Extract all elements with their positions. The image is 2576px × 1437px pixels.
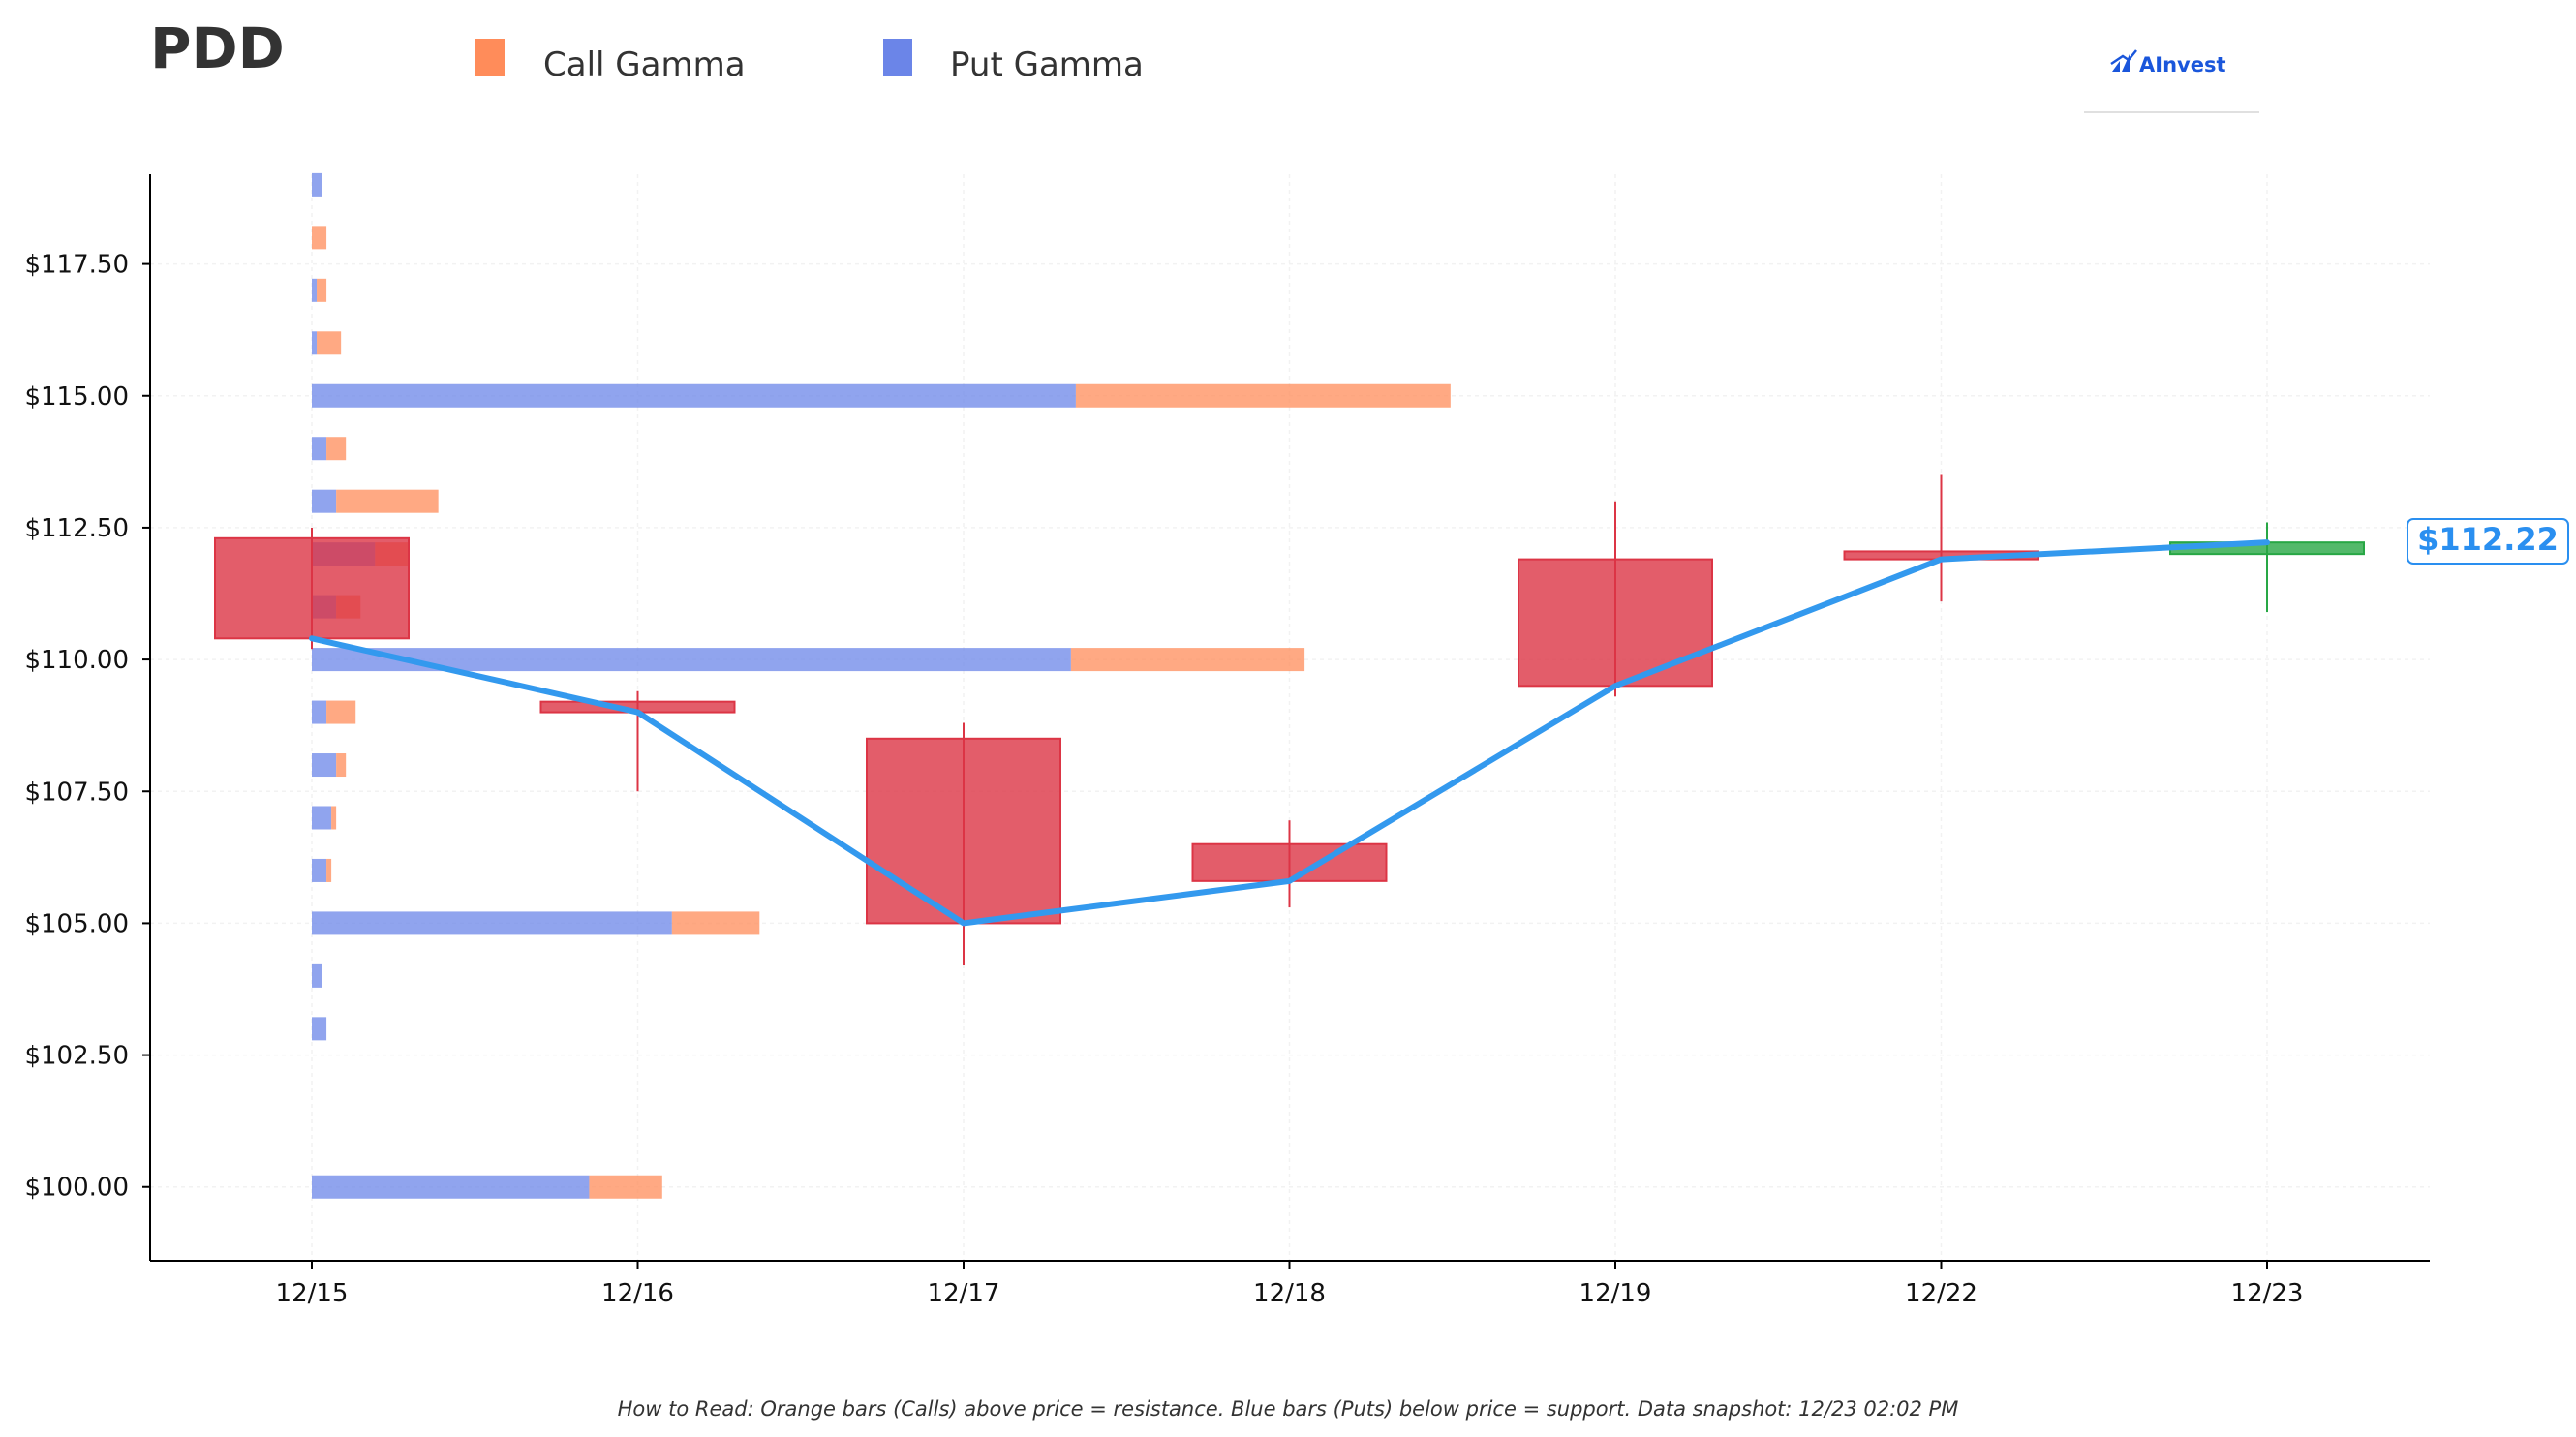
x-tick-label: 12/23 (2231, 1279, 2304, 1308)
put-gamma-bar (312, 383, 1076, 408)
put-gamma-bar (312, 331, 318, 355)
call-gamma-bar (1075, 383, 1451, 408)
y-axis-ticks: $100.00 $102.50 $105.00 $107.50 $110.00 $112.… (24, 251, 150, 1203)
call-gamma-bar (326, 700, 356, 724)
y-tick-label: $110.00 (24, 646, 129, 675)
put-gamma-bar (312, 858, 327, 882)
legend-put-label: Put Gamma (950, 46, 1144, 84)
call-gamma-bar (671, 911, 760, 935)
call-gamma-bar (317, 278, 327, 302)
candle-body (866, 737, 1061, 925)
legend-call-swatch (475, 39, 505, 76)
put-gamma-bar (312, 1175, 590, 1199)
put-gamma-bar (312, 172, 322, 197)
call-gamma-bar (336, 753, 347, 778)
put-gamma-bar (312, 437, 327, 461)
candle-body (1191, 842, 1388, 882)
close-price-line (309, 539, 2270, 927)
x-tick-label: 12/18 (1253, 1279, 1326, 1308)
call-gamma-bar (336, 489, 439, 513)
put-gamma-bar (312, 278, 318, 302)
x-tick-label: 12/15 (276, 1279, 349, 1308)
y-tick-label: $107.50 (24, 778, 129, 807)
put-gamma-bar (312, 700, 327, 724)
gamma-bars (312, 172, 1451, 1199)
call-gamma-bar (1070, 648, 1305, 672)
brand-name: AInvest (2139, 53, 2226, 76)
close-line-path (309, 539, 2270, 927)
y-tick-label: $100.00 (24, 1174, 129, 1203)
y-tick-label: $115.00 (24, 382, 129, 412)
x-tick-label: 12/17 (928, 1279, 1000, 1308)
legend-call-label: Call Gamma (543, 46, 746, 84)
legend-put-swatch (883, 39, 912, 76)
put-gamma-bar (312, 648, 1071, 672)
grid (150, 174, 2430, 1261)
y-tick-label: $105.00 (24, 909, 129, 938)
brand-logo: AInvest (2084, 49, 2259, 113)
x-tick-label: 12/16 (601, 1279, 674, 1308)
candlesticks (214, 474, 2365, 965)
put-gamma-bar (312, 806, 332, 830)
put-gamma-bar (312, 963, 322, 988)
x-axis-ticks: 12/15 12/16 12/17 12/18 12/19 12/22 12/23 (276, 1261, 2304, 1308)
y-tick-label: $112.50 (24, 514, 129, 543)
call-gamma-bar (589, 1175, 662, 1199)
current-price-badge-box (2407, 518, 2569, 565)
current-price-badge: $112.22 (2407, 518, 2569, 565)
footnote: How to Read: Orange bars (Calls) above p… (618, 1397, 1959, 1421)
candle-body (214, 536, 410, 640)
chart-title: PDD (150, 15, 285, 81)
put-gamma-bar (312, 911, 672, 935)
x-tick-label: 12/22 (1905, 1279, 1978, 1308)
call-gamma-bar (326, 858, 332, 882)
call-gamma-bar (317, 331, 342, 355)
call-gamma-bar (312, 226, 327, 250)
current-price-label: $112.22 (2417, 521, 2559, 558)
candle-body (1518, 558, 1713, 688)
put-gamma-bar (312, 489, 337, 513)
y-tick-label: $117.50 (24, 251, 129, 280)
call-gamma-bar (331, 806, 337, 830)
x-tick-label: 12/19 (1579, 1279, 1652, 1308)
ainvest-logo-icon (2110, 49, 2137, 72)
y-tick-label: $102.50 (24, 1042, 129, 1071)
put-gamma-bar (312, 1017, 327, 1041)
put-gamma-bar (312, 753, 337, 778)
call-gamma-bar (326, 437, 347, 461)
